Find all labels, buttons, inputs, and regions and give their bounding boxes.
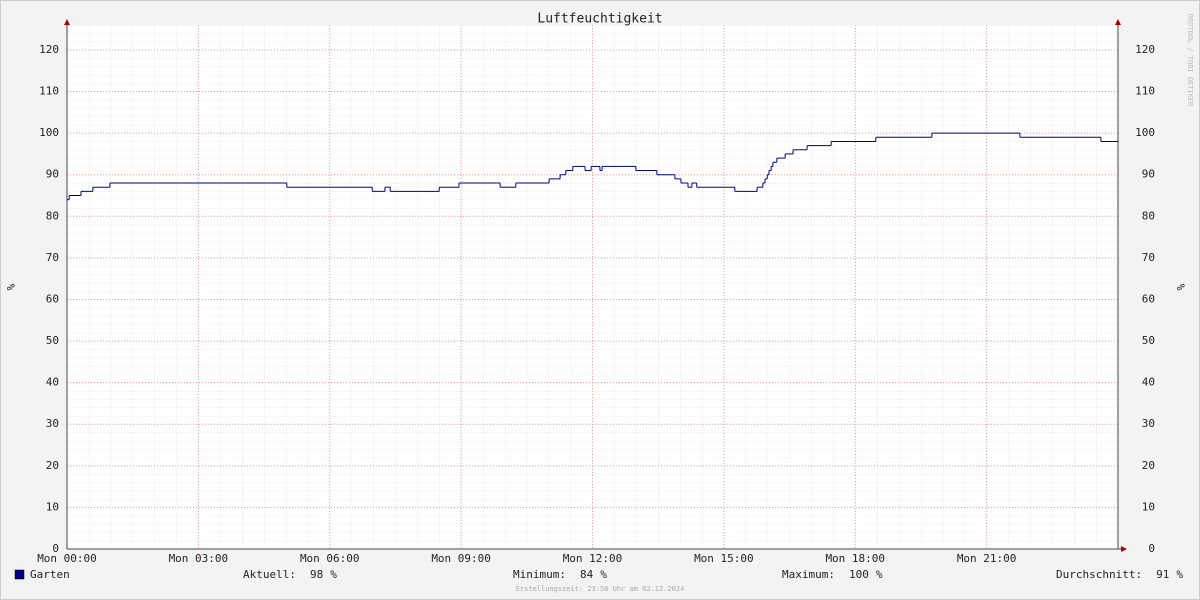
y2-tick-label: 20 (1142, 459, 1155, 472)
y2-tick-label: 40 (1142, 376, 1155, 389)
x-tick-label: Mon 21:00 (957, 552, 1017, 565)
y2-tick-label: 60 (1142, 292, 1155, 305)
stat-value: 84 (580, 568, 594, 581)
y-tick-label: 50 (46, 334, 59, 347)
y2-tick-label: 110 (1135, 85, 1155, 98)
legend-swatch (14, 569, 25, 580)
chart-title: Luftfeuchtigkeit (537, 12, 662, 27)
y-tick-label: 60 (46, 292, 59, 305)
y2-tick-label: 10 (1142, 500, 1155, 513)
stat: Minimum: 84% (513, 568, 607, 581)
stat: Aktuell: 98% (243, 568, 337, 581)
stat-unit: % (1176, 568, 1183, 581)
y-tick-label: 100 (39, 126, 59, 139)
y-tick-label: 20 (46, 459, 59, 472)
x-tick-label: Mon 06:00 (300, 552, 360, 565)
line-point (1117, 140, 1119, 142)
legend-label: Garten (30, 568, 70, 581)
stat-name: Maximum: (782, 568, 835, 581)
y2-axis-label: % (1174, 284, 1187, 291)
stat-unit: % (600, 568, 607, 581)
watermark: RRDTOOL / TOBI OETIKER (1186, 14, 1194, 108)
stat: Maximum: 100% (782, 568, 883, 581)
stat-unit: % (330, 568, 337, 581)
y2-tick-label: 100 (1135, 126, 1155, 139)
y-tick-label: 30 (46, 417, 59, 430)
y2-tick-label: 120 (1135, 43, 1155, 56)
y2-tick-label: 0 (1148, 542, 1155, 555)
y-tick-label: 70 (46, 251, 59, 264)
y2-tick-label: 50 (1142, 334, 1155, 347)
stat-value: 100 (849, 568, 869, 581)
y-tick-label: 10 (46, 500, 59, 513)
y-axis-label: % (4, 284, 17, 291)
y-tick-label: 80 (46, 209, 59, 222)
y2-tick-label: 80 (1142, 209, 1155, 222)
x-tick-label: Mon 09:00 (431, 552, 491, 565)
stat-name: Durchschnitt: (1056, 568, 1142, 581)
y-tick-label: 0 (52, 542, 59, 555)
y-tick-label: 90 (46, 168, 59, 181)
stat-value: 98 (310, 568, 323, 581)
x-tick-label: Mon 15:00 (694, 552, 754, 565)
y2-tick-label: 70 (1142, 251, 1155, 264)
y-tick-label: 120 (39, 43, 59, 56)
x-tick-label: Mon 03:00 (169, 552, 229, 565)
series-line (67, 132, 1119, 201)
y-tick-label: 110 (39, 85, 59, 98)
stat-name: Minimum: (513, 568, 566, 581)
y-tick-label: 40 (46, 376, 59, 389)
axes (64, 19, 1127, 552)
y2-tick-label: 30 (1142, 417, 1155, 430)
x-tick-label: Mon 12:00 (563, 552, 623, 565)
x-tick-label: Mon 18:00 (825, 552, 885, 565)
stat: Durchschnitt: 91% (1056, 568, 1183, 581)
stat-value: 91 (1156, 568, 1169, 581)
stat-name: Aktuell: (243, 568, 296, 581)
stat-unit: % (876, 568, 883, 581)
footer: Erstellungszeit: 23:58 Uhr am 02.12.2024 (516, 585, 685, 593)
x-tick-label: Mon 00:00 (37, 552, 97, 565)
y2-tick-label: 90 (1142, 168, 1155, 181)
